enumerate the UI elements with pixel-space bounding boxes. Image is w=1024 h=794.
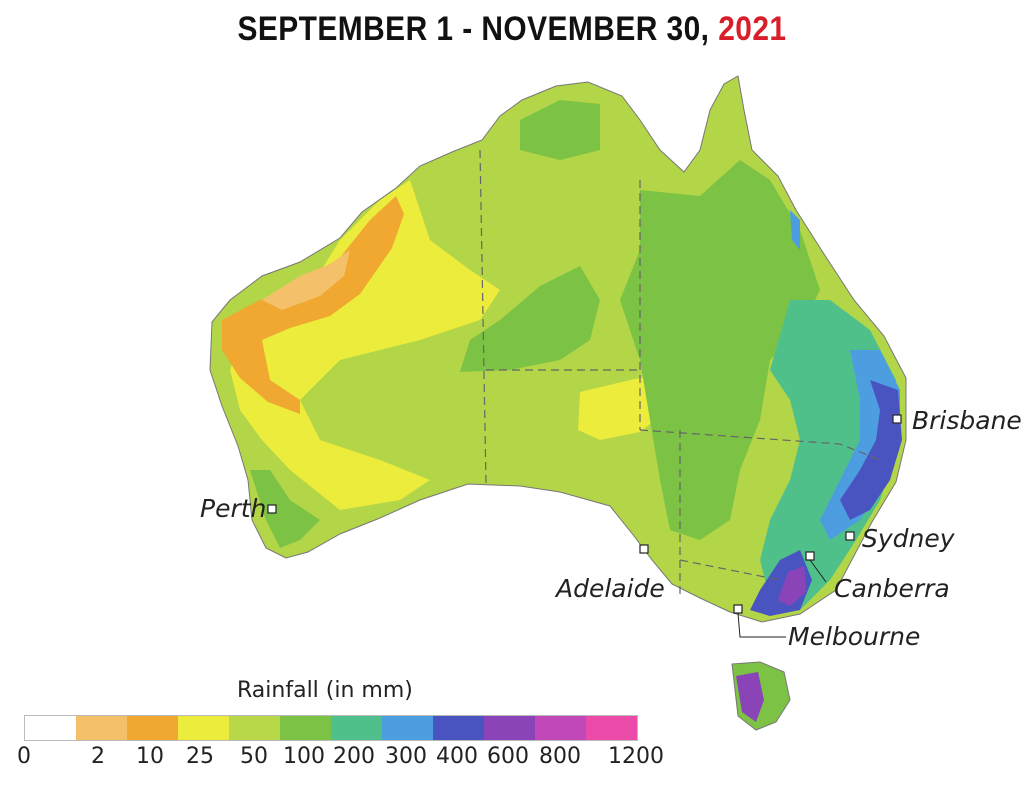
sydney-marker	[845, 531, 855, 541]
city-label-melbourne: Melbourne	[788, 622, 921, 651]
legend-swatch	[535, 716, 586, 740]
tasmania-wet	[736, 672, 764, 722]
legend-tick-label: 10	[136, 744, 164, 769]
legend-tick-label: 25	[186, 744, 214, 769]
legend-color-bar	[24, 715, 638, 741]
legend-swatch	[76, 716, 127, 740]
city-label-brisbane: Brisbane	[912, 406, 1022, 435]
legend-tick-label: 50	[240, 744, 268, 769]
zone-orange	[222, 196, 404, 414]
legend-tick-label: 1200	[608, 744, 664, 769]
zone-yellow-west	[230, 180, 500, 510]
legend-tick-label: 2	[91, 744, 105, 769]
state-borders	[479, 149, 881, 598]
city-label-canberra: Canberra	[834, 574, 950, 603]
zone-alps-purple	[778, 566, 806, 606]
adelaide-marker	[639, 544, 649, 554]
legend-title: Rainfall (in mm)	[237, 678, 413, 703]
zone-green-centre	[460, 266, 600, 372]
legend-tick-label: 200	[333, 744, 375, 769]
zone-green-north	[520, 100, 600, 160]
legend-swatch	[229, 716, 280, 740]
legend-swatch	[331, 716, 382, 740]
legend-tick-label: 600	[487, 744, 529, 769]
legend-swatch	[484, 716, 535, 740]
legend-swatch	[280, 716, 331, 740]
city-label-adelaide: Adelaide	[556, 574, 665, 603]
perth-marker	[267, 504, 277, 514]
legend-swatch	[127, 716, 178, 740]
legend-swatch	[586, 716, 637, 740]
legend-tick-label: 400	[436, 744, 478, 769]
city-label-perth: Perth	[200, 494, 267, 523]
zone-north-qld	[790, 210, 800, 250]
legend-tick-label: 0	[17, 744, 31, 769]
melbourne-marker	[733, 604, 743, 614]
title-dates: SEPTEMBER 1 - NOVEMBER 30,	[237, 10, 719, 48]
legend-swatch	[433, 716, 484, 740]
brisbane-marker	[892, 414, 902, 424]
legend-swatch	[25, 716, 76, 740]
legend-swatch	[382, 716, 433, 740]
canberra-marker	[805, 551, 815, 561]
zone-dark-blue	[840, 380, 902, 520]
legend-tick-label: 100	[283, 744, 325, 769]
title-year: 2021	[718, 10, 787, 48]
legend-swatch	[178, 716, 229, 740]
legend-tick-label: 800	[539, 744, 581, 769]
zone-green-east	[620, 160, 820, 540]
zone-green-south	[250, 470, 320, 548]
map-title: SEPTEMBER 1 - NOVEMBER 30, 2021	[61, 10, 962, 49]
legend-tick-label: 300	[385, 744, 427, 769]
city-label-sydney: Sydney	[862, 524, 955, 553]
zone-light-orange	[262, 250, 350, 310]
leader-lines	[737, 559, 827, 638]
